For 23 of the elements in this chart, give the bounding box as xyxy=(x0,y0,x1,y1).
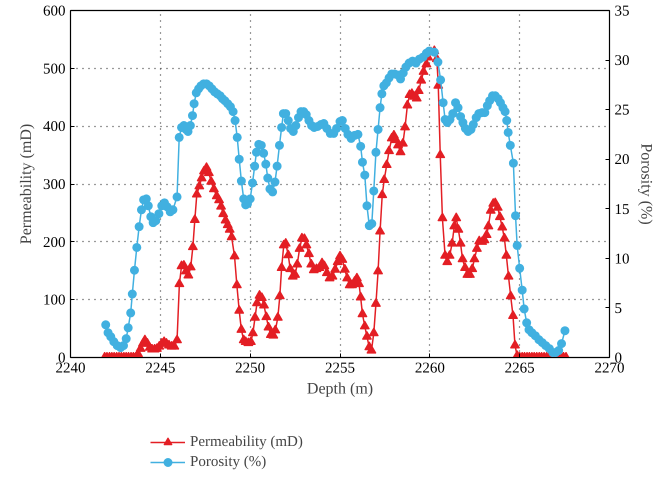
y-tick-label: 400 xyxy=(43,119,66,136)
y2-tick-label: 30 xyxy=(614,53,630,70)
y-tick-label: 600 xyxy=(43,4,66,20)
y-axis-title: Permeability (mD) xyxy=(18,124,35,244)
y-tick-label: 100 xyxy=(43,292,66,309)
y2-tick-label: 20 xyxy=(614,152,630,168)
y-tick-label: 200 xyxy=(43,234,66,251)
y2-tick-label: 5 xyxy=(614,300,622,317)
y2-tick-label: 25 xyxy=(614,102,630,119)
x-tick-label: 2245 xyxy=(145,360,176,376)
x-tick-label: 2260 xyxy=(414,360,445,376)
y-tick-label: 500 xyxy=(43,61,66,78)
legend-label: Porosity (%) xyxy=(190,454,266,470)
x-axis-title: Depth (m) xyxy=(306,380,374,398)
y2-tick-label: 35 xyxy=(614,4,630,20)
x-tick-label: 2265 xyxy=(504,360,535,376)
legend-label: Permeability (mD) xyxy=(190,434,303,450)
y2-axis-title: Porosity (%) xyxy=(638,143,654,225)
x-tick-label: 2255 xyxy=(325,360,355,376)
y2-tick-label: 15 xyxy=(614,202,630,218)
x-tick-label: 2250 xyxy=(235,360,266,376)
y2-tick-label: 10 xyxy=(614,251,630,268)
y-tick-label: 300 xyxy=(43,177,66,193)
